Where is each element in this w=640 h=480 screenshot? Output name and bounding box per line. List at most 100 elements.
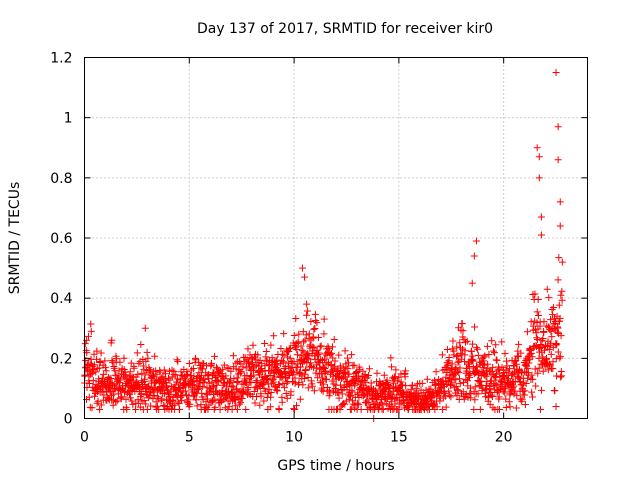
data-point (299, 381, 307, 389)
data-point (353, 399, 361, 407)
data-point (168, 366, 176, 374)
data-point (527, 349, 535, 357)
x-axis-label: GPS time / hours (277, 458, 394, 474)
data-point (219, 396, 227, 404)
data-point (552, 402, 560, 410)
data-point (311, 324, 319, 332)
data-point (85, 393, 93, 401)
data-point (331, 357, 339, 365)
data-point (228, 382, 236, 390)
data-point (266, 403, 274, 411)
data-point (320, 363, 328, 371)
data-point (539, 353, 547, 361)
data-point (190, 382, 198, 390)
data-point (418, 392, 426, 400)
data-point (171, 401, 179, 409)
data-point (96, 405, 104, 413)
data-point (388, 363, 396, 371)
data-point (257, 392, 265, 400)
grid (84, 57, 588, 419)
data-point (299, 328, 307, 336)
data-point (201, 375, 209, 383)
data-point (385, 383, 393, 391)
data-point (341, 368, 349, 376)
data-point (314, 334, 322, 342)
data-point (390, 379, 398, 387)
data-point (87, 370, 95, 378)
data-point (384, 380, 392, 388)
data-point (264, 390, 272, 398)
data-point (260, 397, 268, 405)
data-point (383, 376, 391, 384)
data-point (546, 360, 554, 368)
data-point (397, 378, 405, 386)
data-point (312, 369, 320, 377)
data-point (112, 355, 120, 363)
data-point (216, 405, 224, 413)
data-point (462, 375, 470, 383)
data-point (262, 374, 270, 382)
data-point (273, 361, 281, 369)
data-point (531, 365, 539, 373)
data-point (379, 379, 387, 387)
data-point (211, 352, 219, 360)
data-point (350, 361, 358, 369)
data-point (505, 375, 513, 383)
data-point (550, 325, 558, 333)
data-point (490, 349, 498, 357)
data-point (334, 388, 342, 396)
data-point (295, 379, 303, 387)
data-point (301, 273, 309, 281)
data-point (154, 393, 162, 401)
data-point (87, 320, 95, 328)
data-point (184, 396, 192, 404)
data-point (456, 364, 464, 372)
data-point (211, 395, 219, 403)
data-point (387, 398, 395, 406)
data-point (115, 374, 123, 382)
data-point (531, 290, 539, 298)
data-point (394, 377, 402, 385)
data-point (266, 371, 274, 379)
data-point (315, 349, 323, 357)
data-point (364, 398, 372, 406)
data-point (329, 366, 337, 374)
y-tick-label: 1.2 (50, 51, 72, 67)
data-point (545, 346, 553, 354)
data-point (346, 382, 354, 390)
data-point (273, 387, 281, 395)
data-point (174, 357, 182, 365)
data-point (129, 400, 137, 408)
data-point (554, 123, 562, 131)
data-point (497, 377, 505, 385)
data-point (185, 360, 193, 368)
data-point (322, 367, 330, 375)
data-point (502, 395, 510, 403)
data-point (144, 382, 152, 390)
data-point (539, 334, 547, 342)
data-point (558, 287, 566, 295)
data-point (223, 364, 231, 372)
y-tick-label: 0.4 (50, 291, 72, 307)
data-point (192, 396, 200, 404)
data-point (496, 376, 504, 384)
axis-ticks: 0 5 10 15 20 0 0.2 0.4 0.6 0.8 1 1.2 (50, 51, 588, 446)
data-point (290, 332, 298, 340)
data-point (113, 397, 121, 405)
data-point (514, 372, 522, 380)
data-point (309, 333, 317, 341)
data-point (539, 367, 547, 375)
data-point (535, 364, 543, 372)
data-point (554, 276, 562, 284)
data-point (125, 376, 133, 384)
data-point (310, 387, 318, 395)
data-point (341, 347, 349, 355)
data-point (173, 356, 181, 364)
data-point (313, 319, 321, 327)
data-point (271, 382, 279, 390)
data-point (127, 394, 135, 402)
data-point (157, 386, 165, 394)
data-point (445, 387, 453, 395)
data-point (533, 336, 541, 344)
data-point (260, 379, 268, 387)
